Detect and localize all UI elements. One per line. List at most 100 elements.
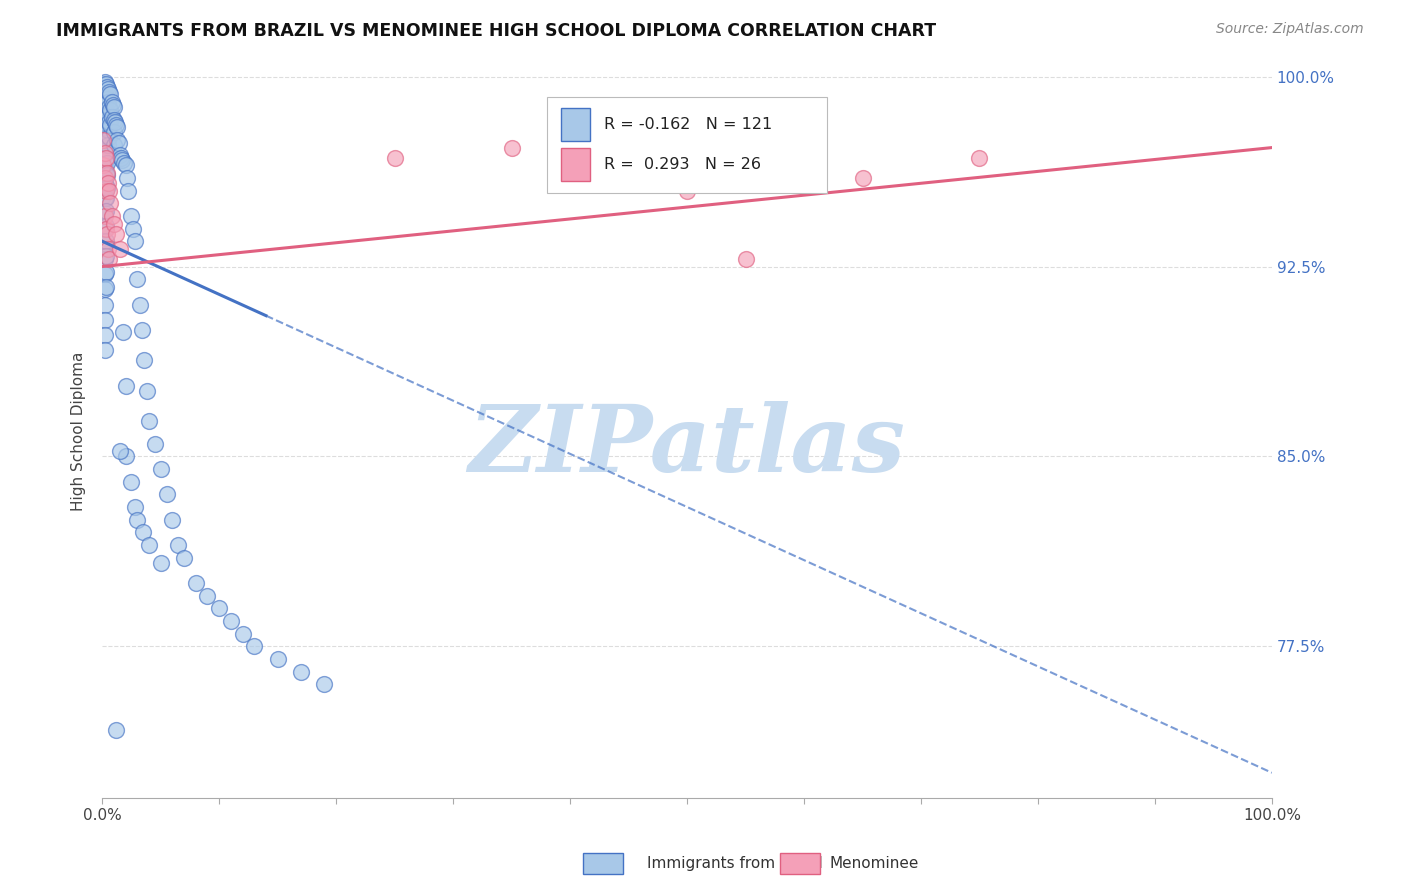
Point [93, 343, 115, 357]
Point [94, 128, 117, 142]
Point [97, 95, 120, 109]
Point [93, 78, 115, 92]
Point [93, 112, 115, 127]
Point [114, 158, 136, 172]
Point [96, 169, 118, 183]
Point [103, 217, 125, 231]
Point [138, 538, 160, 552]
Point [107, 133, 129, 147]
Point [98, 100, 121, 114]
Point [155, 487, 177, 501]
Point [96, 105, 118, 120]
Point [115, 171, 138, 186]
Point [96, 143, 118, 157]
Point [103, 138, 125, 153]
Point [96, 155, 118, 169]
Point [93, 327, 115, 342]
Point [94, 234, 117, 248]
Point [93, 136, 115, 150]
Point [617, 166, 640, 180]
Point [120, 209, 142, 223]
Point [98, 130, 121, 145]
Point [314, 677, 336, 691]
Point [121, 221, 143, 235]
Point [167, 538, 190, 552]
Point [93, 158, 115, 172]
Point [93, 252, 115, 266]
Point [114, 450, 136, 464]
Point [93, 75, 115, 89]
Point [94, 153, 117, 168]
Text: R = -0.162   N = 121: R = -0.162 N = 121 [605, 118, 772, 133]
Point [173, 550, 195, 565]
Point [128, 297, 150, 311]
Point [94, 219, 117, 233]
Point [184, 576, 207, 591]
Point [96, 93, 118, 107]
Point [97, 242, 120, 256]
Point [93, 312, 115, 326]
Point [93, 206, 115, 220]
Point [127, 272, 149, 286]
FancyBboxPatch shape [561, 148, 591, 181]
Point [110, 151, 132, 165]
Point [100, 209, 122, 223]
Point [93, 90, 115, 104]
Point [501, 140, 523, 154]
Point [100, 103, 122, 117]
Point [93, 176, 115, 190]
Point [97, 138, 120, 153]
Point [100, 196, 122, 211]
Point [98, 252, 121, 266]
Point [94, 90, 117, 104]
Point [98, 115, 121, 129]
Point [93, 209, 115, 223]
Point [243, 639, 266, 653]
Point [96, 181, 118, 195]
Point [93, 191, 115, 205]
Point [93, 163, 115, 178]
Point [94, 184, 117, 198]
Point [94, 264, 117, 278]
Point [108, 242, 131, 256]
Point [93, 87, 115, 102]
Point [94, 191, 117, 205]
Point [108, 148, 131, 162]
Point [149, 462, 172, 476]
Point [93, 297, 115, 311]
Point [103, 100, 125, 114]
Point [162, 513, 184, 527]
Point [93, 138, 115, 153]
Text: Source: ZipAtlas.com: Source: ZipAtlas.com [1216, 22, 1364, 37]
Point [105, 118, 128, 132]
Point [93, 267, 115, 281]
Point [111, 153, 134, 168]
Point [101, 97, 124, 112]
Point [100, 87, 122, 102]
Point [676, 184, 699, 198]
Point [93, 161, 115, 175]
Point [98, 85, 121, 99]
Point [94, 203, 117, 218]
Point [93, 97, 115, 112]
Point [93, 151, 115, 165]
Point [114, 155, 136, 169]
Point [266, 652, 288, 666]
Point [114, 378, 136, 392]
Point [93, 123, 115, 137]
Point [93, 236, 115, 251]
Text: IMMIGRANTS FROM BRAZIL VS MENOMINEE HIGH SCHOOL DIPLOMA CORRELATION CHART: IMMIGRANTS FROM BRAZIL VS MENOMINEE HIGH… [56, 22, 936, 40]
Point [103, 125, 125, 139]
Point [112, 326, 135, 340]
Point [97, 123, 120, 137]
Point [94, 280, 117, 294]
Point [105, 723, 128, 737]
Point [97, 176, 120, 190]
Point [107, 136, 129, 150]
FancyBboxPatch shape [547, 97, 827, 193]
Point [134, 353, 156, 368]
Point [132, 525, 155, 540]
Point [93, 221, 115, 235]
Point [124, 500, 146, 514]
Point [94, 115, 117, 129]
